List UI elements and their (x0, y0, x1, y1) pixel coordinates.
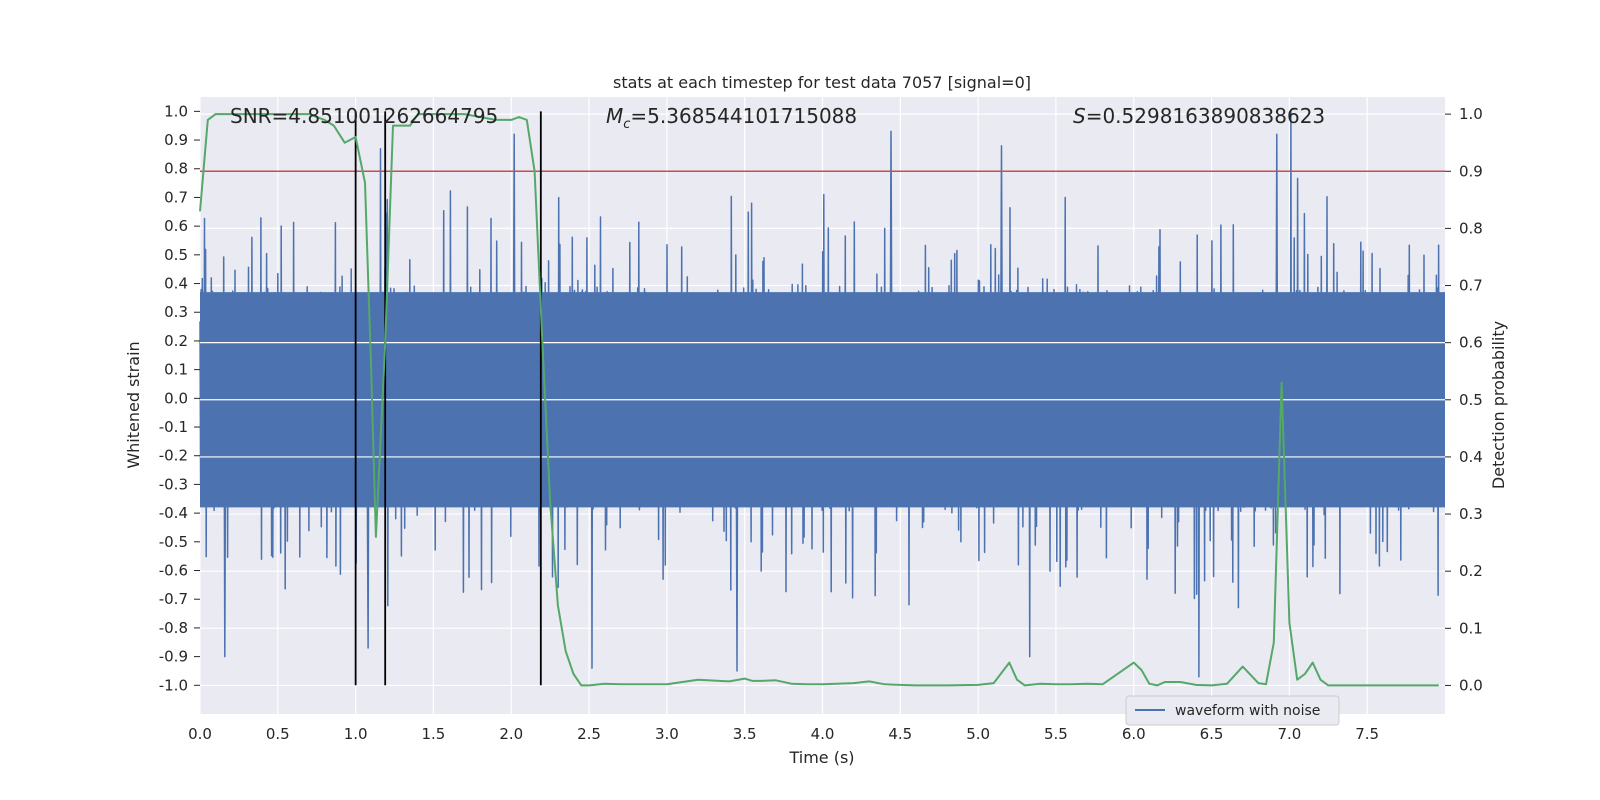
x-tick-label: 3.5 (733, 725, 757, 743)
y-right-tick-label: 0.5 (1459, 391, 1483, 409)
x-tick-label: 2.0 (499, 725, 523, 743)
x-tick-label: 1.5 (422, 725, 446, 743)
y-left-tick-label: -0.2 (159, 447, 188, 465)
stat-s: S=0.5298163890838623 (1073, 104, 1325, 128)
y-left-tick-label: -0.9 (159, 648, 188, 666)
axis-ticks: 0.0 0.5 1.0 1.5 2.0 2.5 3.0 3.5 4.0 4.5 5.0 5.5 6.0 6… (159, 102, 1483, 743)
y-left-tick-label: -0.6 (159, 562, 188, 580)
x-tick-label: 3.0 (655, 725, 679, 743)
y-left-tick-label: 0.3 (164, 303, 188, 321)
y-right-tick-label: 0.4 (1459, 448, 1483, 466)
stat-s-symbol: S (1073, 104, 1086, 128)
y-left-tick-label: 0.2 (164, 332, 188, 350)
y-right-tick-label: 1.0 (1459, 105, 1483, 123)
y-left-tick-label: -0.8 (159, 619, 188, 637)
chart-title: stats at each timestep for test data 705… (613, 73, 1031, 92)
y-left-tick-label: 0.8 (164, 160, 188, 178)
stat-s-value: =0.5298163890838623 (1086, 104, 1325, 128)
y-left-tick-label: -0.7 (159, 590, 188, 608)
stat-chirp-mass-value: =5.368544101715088 (630, 104, 857, 128)
legend-box (1125, 695, 1340, 726)
y-left-tick-label: 0.5 (164, 246, 188, 264)
y-right-tick-label: 0.2 (1459, 562, 1483, 580)
y-left-tick-label: 1.0 (164, 102, 188, 120)
x-tick-label: 0.5 (266, 725, 290, 743)
x-tick-label: 5.5 (1044, 725, 1068, 743)
y-axis-label-left: Whitened strain (124, 341, 143, 468)
x-tick-label: 2.5 (577, 725, 601, 743)
legend-label-waveform: waveform with noise (1175, 703, 1320, 719)
x-axis-label: Time (s) (788, 748, 854, 767)
x-tick-label: 4.5 (888, 725, 912, 743)
stat-snr: SNR=4.851001262664795 (230, 104, 498, 128)
y-right-tick-label: 0.1 (1459, 619, 1483, 637)
y-left-tick-label: 0.6 (164, 217, 188, 235)
stat-chirp-mass-subscript: c (623, 117, 630, 132)
x-tick-label: 6.5 (1200, 725, 1224, 743)
y-left-tick-label: 0.9 (164, 131, 188, 149)
y-right-tick-label: 0.3 (1459, 505, 1483, 523)
y-right-tick-label: 0.6 (1459, 334, 1483, 352)
stat-chirp-mass: Mc=5.368544101715088 (606, 104, 857, 132)
y-axis-label-right: Detection probability (1489, 321, 1508, 489)
y-left-tick-label: 0.0 (164, 389, 188, 407)
y-right-tick-label: 0.9 (1459, 162, 1483, 180)
stat-chirp-mass-symbol: M (606, 104, 623, 128)
y-left-tick-label: -0.1 (159, 418, 188, 436)
x-tick-label: 0.0 (188, 725, 212, 743)
x-tick-label: 7.5 (1355, 725, 1379, 743)
x-tick-label: 6.0 (1122, 725, 1146, 743)
y-left-tick-label: -0.3 (159, 475, 188, 493)
y-left-tick-label: -1.0 (159, 676, 188, 694)
y-left-tick-label: -0.4 (159, 504, 188, 522)
y-right-tick-label: 0.0 (1459, 676, 1483, 694)
legend: waveform with noise (1125, 695, 1340, 726)
x-tick-label: 5.0 (966, 725, 990, 743)
overlay-lines (199, 111, 1445, 687)
detection-probability-line (199, 113, 1439, 687)
y-right-tick-label: 0.8 (1459, 219, 1483, 237)
x-tick-label: 7.0 (1277, 725, 1301, 743)
y-left-tick-label: 0.7 (164, 188, 188, 206)
y-right-tick-label: 0.7 (1459, 277, 1483, 295)
y-left-tick-label: -0.5 (159, 533, 188, 551)
y-left-tick-label: 0.4 (164, 275, 188, 293)
x-tick-label: 4.0 (811, 725, 835, 743)
x-tick-label: 1.0 (344, 725, 368, 743)
y-left-tick-label: 0.1 (164, 361, 188, 379)
